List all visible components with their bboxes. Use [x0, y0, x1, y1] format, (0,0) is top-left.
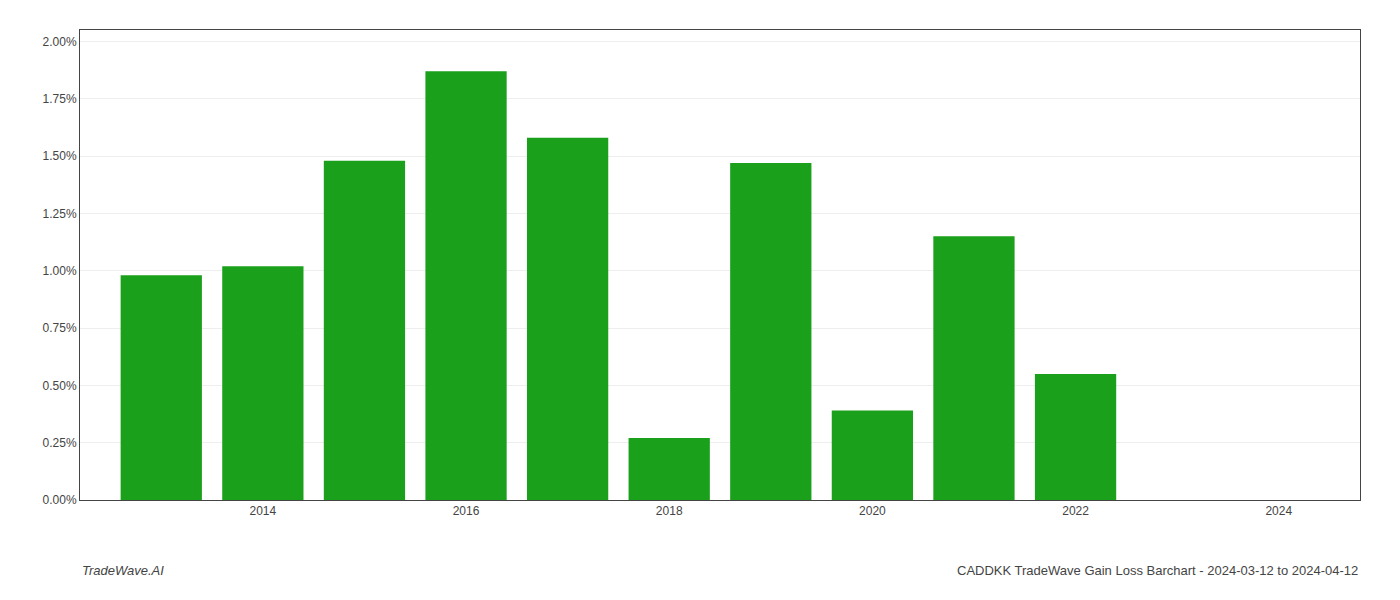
svg-text:2.00%: 2.00%	[43, 35, 77, 49]
svg-text:0.25%: 0.25%	[43, 436, 77, 450]
svg-text:2024: 2024	[1265, 504, 1292, 518]
svg-text:2014: 2014	[250, 504, 277, 518]
svg-text:0.75%: 0.75%	[43, 321, 77, 335]
svg-text:0.00%: 0.00%	[43, 493, 77, 507]
svg-text:TradeWave.AI: TradeWave.AI	[82, 563, 164, 578]
svg-text:2018: 2018	[656, 504, 683, 518]
svg-text:2016: 2016	[453, 504, 480, 518]
svg-text:2022: 2022	[1062, 504, 1089, 518]
svg-text:2020: 2020	[859, 504, 886, 518]
svg-text:1.00%: 1.00%	[43, 264, 77, 278]
svg-text:1.25%: 1.25%	[43, 207, 77, 221]
svg-text:0.50%: 0.50%	[43, 379, 77, 393]
svg-text:1.75%: 1.75%	[43, 92, 77, 106]
svg-text:1.50%: 1.50%	[43, 149, 77, 163]
svg-text:CADDKK TradeWave Gain Loss Bar: CADDKK TradeWave Gain Loss Barchart - 20…	[957, 563, 1358, 578]
